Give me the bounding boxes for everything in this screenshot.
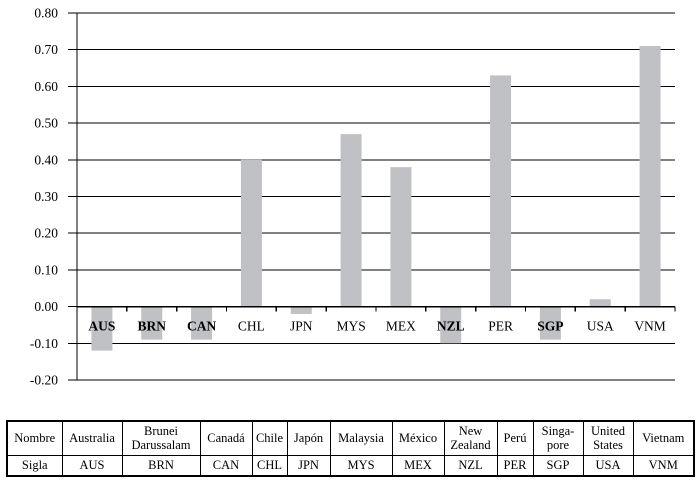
bar-PER <box>490 75 512 307</box>
y-axis-tick-label: 0.50 <box>34 116 58 131</box>
y-axis-tick-label: 0.30 <box>34 189 58 204</box>
x-category-label-JPN: JPN <box>290 319 313 334</box>
country-code-cell: PER <box>496 454 534 477</box>
bar-USA <box>589 299 611 307</box>
country-table: Nombre Australia Brunei Darussalam Canad… <box>6 420 695 477</box>
bar-BRN <box>141 306 163 340</box>
y-axis-tick-label: 0.40 <box>34 152 58 167</box>
bar-MEX <box>390 167 412 307</box>
x-category-label-MYS: MYS <box>336 319 365 334</box>
bar-SGP <box>539 306 561 340</box>
country-code-cell: MEX <box>391 454 445 477</box>
country-name-cell: New Zealand <box>443 420 498 456</box>
y-axis-tick-label: 0.00 <box>34 299 58 314</box>
bar-CAN <box>191 306 213 340</box>
bar-MYS <box>340 134 362 307</box>
x-category-label-AUS: AUS <box>88 319 115 334</box>
country-name-cell: Japón <box>286 420 331 456</box>
country-name-cell: Vietnam <box>632 420 695 456</box>
country-code-cell: AUS <box>61 454 123 477</box>
y-axis-tick-label: 0.80 <box>34 6 58 21</box>
chart-area: 0.80 0.70 0.60 0.50 0.40 0.30 0.20 0.10 0.00 -0.1… <box>30 6 676 388</box>
country-code-cell: SGP <box>532 454 584 477</box>
country-code-cell: JPN <box>286 454 331 477</box>
bar-NZL <box>440 306 462 344</box>
country-code-cell: MYS <box>329 454 393 477</box>
bar-VNM <box>639 46 661 307</box>
country-code-cell: NZL <box>443 454 498 477</box>
country-code-cell: BRN <box>121 454 201 477</box>
x-category-label-CAN: CAN <box>187 319 216 334</box>
table-row-nombre: Nombre Australia Brunei Darussalam Canad… <box>6 420 695 456</box>
country-name-cell: Chile <box>251 420 288 456</box>
x-category-label-SGP: SGP <box>537 319 563 334</box>
country-name-cell: Singa-pore <box>532 420 584 456</box>
x-category-label-VNM: VNM <box>634 319 666 334</box>
x-category-label-MEX: MEX <box>386 319 416 334</box>
bar-AUS <box>91 306 113 351</box>
x-category-label-USA: USA <box>587 319 614 334</box>
y-axis-tick-label: 0.60 <box>34 79 58 94</box>
country-name-cell: Brunei Darussalam <box>121 420 201 456</box>
x-category-label-NZL: NZL <box>437 319 465 334</box>
y-axis-tick-label: -0.20 <box>30 373 58 388</box>
country-name-cell: Canadá <box>199 420 253 456</box>
country-name-cell: Perú <box>496 420 534 456</box>
country-code-cell: USA <box>582 454 634 477</box>
bar-JPN <box>290 306 312 314</box>
x-category-label-PER: PER <box>488 319 513 334</box>
country-code-cell: VNM <box>632 454 695 477</box>
bar-chart: 0.80 0.70 0.60 0.50 0.40 0.30 0.20 0.10 0.00 -0.1… <box>30 6 676 388</box>
y-axis-tick-label: 0.10 <box>34 262 58 277</box>
y-axis-tick-label: -0.10 <box>30 336 58 351</box>
row-header-cell: Sigla <box>6 454 63 477</box>
country-code-cell: CHL <box>251 454 288 477</box>
x-category-label-BRN: BRN <box>137 319 166 334</box>
country-code-cell: CAN <box>199 454 253 477</box>
country-name-cell: United States <box>582 420 634 456</box>
bar-CHL <box>240 159 262 307</box>
row-header-cell: Nombre <box>6 420 63 456</box>
table-row-sigla: Sigla AUS BRN CAN CHL JPN MYS MEX NZL PE… <box>6 454 695 477</box>
country-name-cell: México <box>391 420 445 456</box>
y-axis-tick-label: 0.70 <box>34 42 58 57</box>
country-name-cell: Malaysia <box>329 420 393 456</box>
country-name-cell: Australia <box>61 420 123 456</box>
y-axis-tick-label: 0.20 <box>34 226 58 241</box>
x-category-label-CHL: CHL <box>238 319 265 334</box>
